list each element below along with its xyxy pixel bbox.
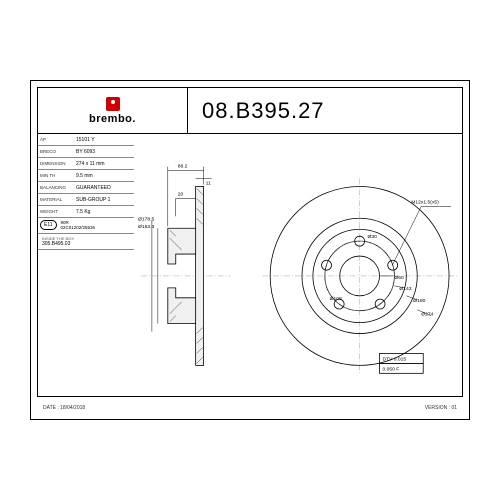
spec-label: AP: [38, 134, 74, 145]
tol-dtv: DTV 0.015: [382, 356, 406, 362]
spec-row: BRECO BY 6093: [38, 146, 134, 158]
e-mark-icon: E11: [40, 220, 57, 230]
drawing-area: 88.2 11 20 Ø178.5 Ø153.3: [136, 136, 460, 394]
dim-bolt: Ø30: [368, 234, 378, 240]
header: brembo. 08.B395.27: [38, 88, 462, 134]
part-number-cell: 08.B395.27: [188, 88, 462, 133]
dim-pilot: Ø108: [330, 296, 342, 302]
spec-row: WEIGHT 7.5 Kg: [38, 206, 134, 218]
cert-text: 90R 02C01202/25536: [61, 220, 96, 231]
dim-thickness: 11: [206, 180, 211, 186]
part-number: 08.B395.27: [202, 98, 325, 124]
spec-value: SUB-GROUP 1: [74, 194, 134, 205]
spec-value: 9.5 mm: [74, 170, 134, 181]
cert-row: E11 90R 02C01202/25536: [38, 218, 134, 234]
spec-label: MATERIAL: [38, 194, 74, 205]
spec-label: MIN TH: [38, 170, 74, 181]
spec-row: MATERIAL SUB-GROUP 1: [38, 194, 134, 206]
logo-cell: brembo.: [38, 88, 188, 133]
dim-step: 20: [178, 191, 184, 197]
spec-label: DIMENSION: [38, 158, 74, 169]
technical-drawing: 88.2 11 20 Ø178.5 Ø153.3: [136, 136, 460, 394]
brembo-logo-icon: [106, 97, 120, 111]
inner-frame: brembo. 08.B395.27 AP 15101 Y BRECO BY 6…: [37, 87, 463, 397]
dim-bore: Ø60: [394, 275, 404, 281]
spec-value: GUARANTEED: [74, 182, 134, 193]
spec-value: 7.5 Kg: [74, 206, 134, 217]
inside-box: INSIDE THE BOX 305.B495.03: [38, 234, 134, 250]
spec-label: BRECO: [38, 146, 74, 157]
brand-name: brembo.: [89, 113, 136, 125]
spec-value: 15101 Y: [74, 134, 134, 145]
dim-bc: Ø180: [413, 298, 425, 304]
dim-face: Ø153.3: [138, 224, 154, 230]
dim-offset: 88.2: [178, 164, 188, 170]
spec-row: MIN TH 9.5 mm: [38, 170, 134, 182]
spec-table: AP 15101 Y BRECO BY 6093 DIMENSION 274 x…: [38, 134, 134, 250]
footer-version: VERSION : 01: [425, 405, 457, 411]
tol-flat: 0.050 F: [382, 366, 399, 372]
footer-date: DATE : 18/04/2018: [43, 405, 85, 411]
spec-label: BALANCING: [38, 182, 74, 193]
spec-value: BY 6093: [74, 146, 134, 157]
spec-value: 274 x 11 mm: [74, 158, 134, 169]
footer: DATE : 18/04/2018 VERSION : 01: [37, 401, 463, 415]
spec-row: DIMENSION 274 x 11 mm: [38, 158, 134, 170]
dim-hub: Ø143: [399, 286, 411, 292]
spec-row: AP 15101 Y: [38, 134, 134, 146]
spec-label: WEIGHT: [38, 206, 74, 217]
dim-outer: Ø274: [421, 312, 433, 318]
spec-row: BALANCING GUARANTEED: [38, 182, 134, 194]
dim-bolt-spec: M12x1.5(x5): [411, 199, 439, 205]
drawing-sheet: brembo. 08.B395.27 AP 15101 Y BRECO BY 6…: [30, 80, 470, 420]
